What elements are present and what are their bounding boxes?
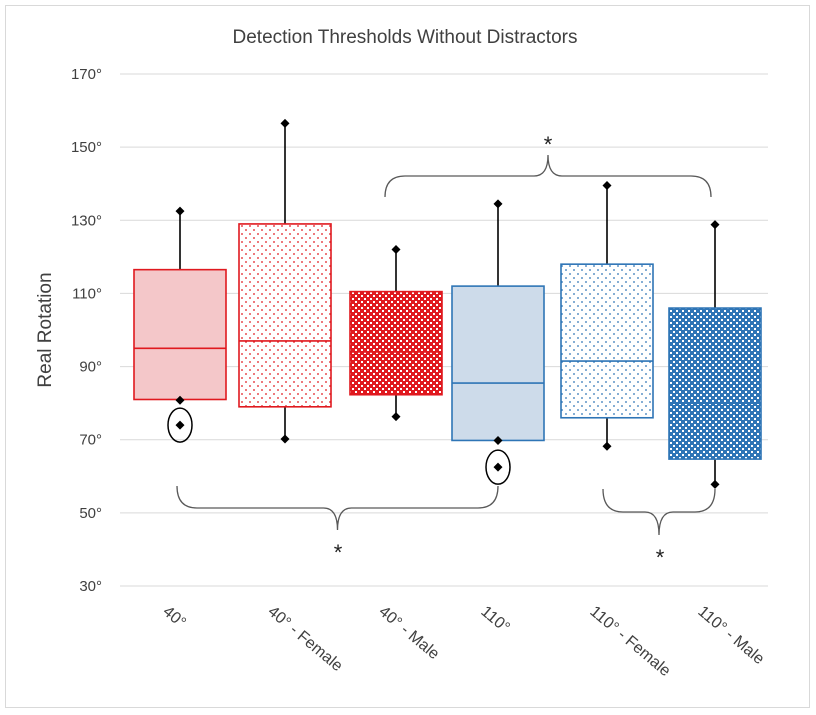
y-tick-labels: 30° 50° 70° 90° 110° 130° 150° 170° [71,66,102,595]
y-axis-label: Real Rotation [35,272,56,387]
box-plot-6 [668,220,762,489]
whisker-end-marker [710,220,720,230]
whisker-end-marker [493,435,503,445]
category-labels: 40° 40° - Female 40° - Male 110° 110° - Fema… [159,603,767,680]
outlier-circle [167,407,193,443]
significance-star: * [334,540,343,565]
category-label: 40° [159,603,188,632]
significance-brace [602,488,716,536]
y-tick-label: 50° [79,505,102,522]
box [560,263,654,419]
outlier-circle [485,449,511,485]
boxes [133,118,762,489]
box-plot-2 [238,118,332,444]
category-label: 110° - Male [694,603,767,668]
y-tick-label: 70° [79,432,102,449]
outlier-marker [175,420,185,430]
box [238,223,332,408]
significance-brace [176,485,499,531]
box-plot-5 [560,181,654,451]
category-label: 110° - Female [586,603,673,680]
box-plot-3 [349,245,443,422]
whisker-end-marker [280,118,290,128]
y-tick-label: 30° [79,578,102,595]
category-label: 40° - Male [375,603,442,663]
whisker-end-marker [710,479,720,489]
whisker-end-marker [391,245,401,255]
box-plot-1 [133,206,227,443]
whisker-end-marker [175,395,185,405]
gridlines [120,73,768,587]
y-tick-label: 110° [72,285,102,302]
chart-title: Detection Thresholds Without Distractors [233,27,578,48]
whisker-end-marker [280,434,290,444]
box [451,285,545,442]
whisker-end-marker [391,412,401,422]
y-tick-label: 170° [71,66,102,83]
outlier-marker [493,462,503,472]
whisker-end-marker [602,181,612,191]
box [668,307,762,460]
significance-star: * [656,545,665,570]
significance-annotations: * * * [176,132,716,570]
y-tick-label: 90° [79,359,102,376]
box-plot-4 [451,199,545,485]
category-label: 110° [477,603,512,637]
y-tick-label: 130° [71,212,102,229]
significance-star: * [544,132,553,157]
category-label: 40° - Female [264,603,345,675]
whisker-end-marker [602,441,612,451]
box [349,290,443,396]
y-tick-label: 150° [71,139,102,156]
whisker-end-marker [493,199,503,209]
whisker-end-marker [175,206,185,216]
box [133,268,227,401]
significance-brace [384,154,712,198]
